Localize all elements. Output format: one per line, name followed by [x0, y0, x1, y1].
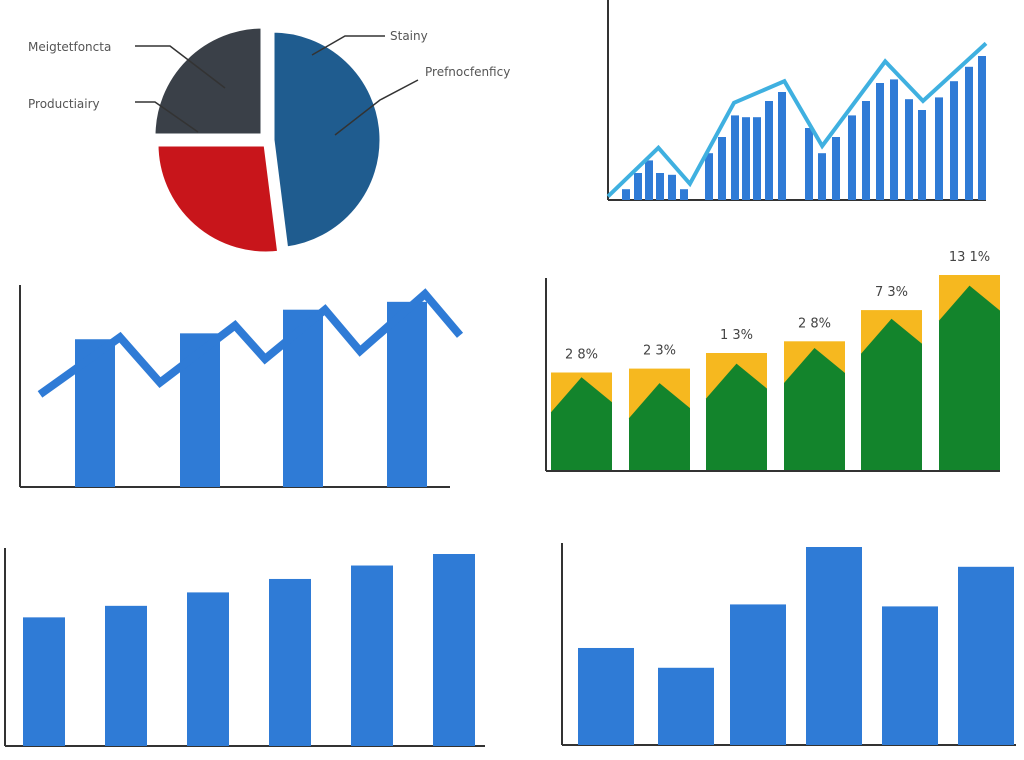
trend-line — [37, 288, 464, 398]
bar-segment-green — [629, 383, 690, 470]
bar — [876, 83, 884, 200]
slice-label: Productiairy — [28, 97, 100, 111]
bar — [668, 174, 676, 200]
bar — [753, 117, 761, 200]
pie-slice — [269, 27, 385, 252]
data-label: 13 1% — [949, 250, 990, 265]
bar — [705, 153, 713, 200]
data-label: 7 3% — [875, 285, 908, 300]
bar — [778, 92, 786, 200]
bar — [862, 101, 870, 200]
bar — [765, 101, 773, 200]
bar-line-chart-top-right — [606, 0, 988, 201]
bar — [351, 565, 393, 746]
bar — [978, 56, 986, 200]
data-label: 2 3% — [643, 344, 676, 359]
bar-segment-green — [706, 363, 767, 470]
bar-segment-green — [784, 348, 845, 470]
slice-label: Meigtetfoncta — [28, 40, 111, 54]
bar — [958, 566, 1014, 745]
bar — [680, 189, 688, 200]
bar — [718, 137, 726, 200]
bar — [645, 160, 653, 200]
bar-segment-green — [861, 318, 922, 470]
bar — [918, 110, 926, 200]
slice-label: Stainy — [390, 29, 428, 43]
bar — [731, 115, 739, 200]
bar — [23, 617, 65, 746]
bar — [187, 592, 229, 746]
bar — [105, 605, 147, 746]
data-label: 1 3% — [720, 328, 753, 343]
bar — [950, 81, 958, 200]
bar-line-chart-middle-left — [19, 285, 464, 488]
bar — [634, 173, 642, 200]
bar — [818, 153, 826, 200]
slice-label: Prefnocfenficy — [425, 65, 510, 79]
bar — [730, 604, 786, 745]
bar — [742, 117, 750, 200]
bar — [905, 99, 913, 200]
data-label: 2 8% — [565, 348, 598, 363]
bar — [656, 173, 664, 200]
bar — [578, 647, 634, 745]
bar — [269, 578, 311, 746]
leader-line — [311, 35, 385, 56]
bar — [806, 547, 862, 745]
bar — [658, 667, 714, 745]
pie-slice — [150, 23, 266, 139]
pie-slice — [153, 141, 283, 257]
bar — [965, 66, 973, 200]
bar — [935, 97, 943, 200]
leader-line — [135, 101, 199, 133]
bar — [832, 137, 840, 200]
bar-chart-bottom-left — [4, 548, 485, 747]
leader-line — [135, 45, 226, 89]
bar — [805, 128, 813, 200]
leader-line — [334, 79, 419, 136]
bar — [890, 79, 898, 200]
bar — [848, 115, 856, 200]
bar-segment-green — [939, 285, 1000, 470]
trend-line — [606, 41, 988, 198]
bar — [387, 301, 427, 487]
stacked-bar-chart-middle-right: 2 8% 2 3% 1 3% 2 8% 7 3% 13 1% — [545, 250, 1000, 472]
data-label: 2 8% — [798, 316, 831, 331]
bar — [433, 554, 475, 746]
bar — [622, 189, 630, 200]
bar — [882, 606, 938, 745]
pie-chart: Stainy Prefnocfenficy Meigtetfoncta Product… — [28, 23, 510, 257]
bar-chart-bottom-right — [561, 543, 1016, 746]
bar-segment-green — [551, 377, 612, 470]
